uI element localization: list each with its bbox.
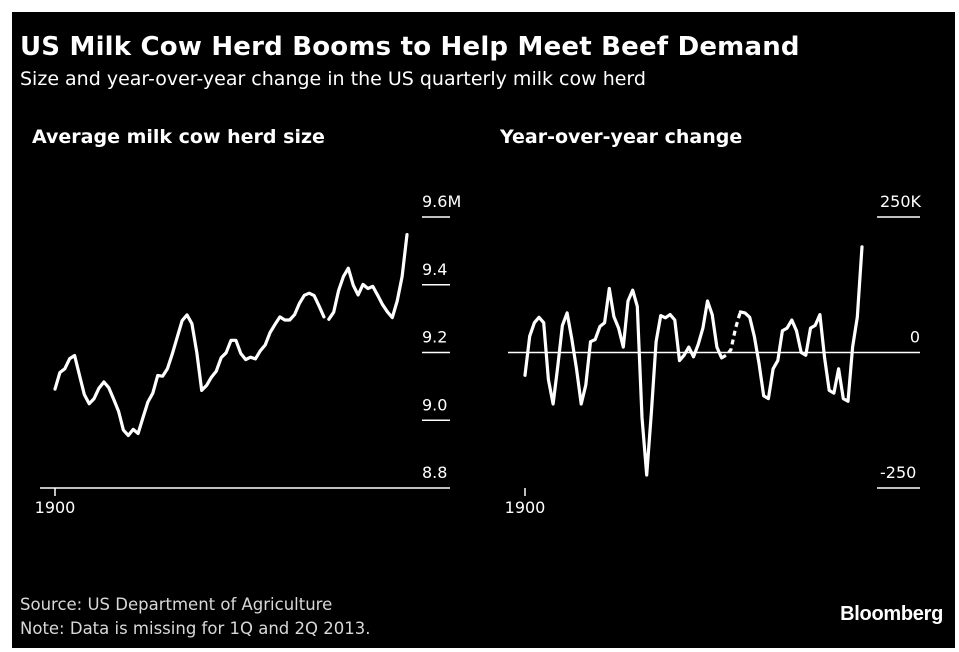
y-tick-label: 9.4 <box>422 260 447 279</box>
chart-title: US Milk Cow Herd Booms to Help Meet Beef… <box>20 32 800 62</box>
yoy-series-dashed-segment <box>720 311 742 360</box>
y-tick-label: 9.2 <box>422 328 447 347</box>
yoy-series-line <box>523 286 724 477</box>
herd-size-series-line <box>327 233 409 321</box>
x-tick-label: 1900 <box>505 498 546 517</box>
y-tick-label: 9.0 <box>422 395 447 414</box>
right-panel-title: Year-over-year change <box>500 126 743 148</box>
y-tick-label: 0 <box>910 328 920 347</box>
bloomberg-logo: Bloomberg <box>840 603 943 625</box>
y-tick-label: -250 <box>880 463 916 482</box>
note-text: Note: Data is missing for 1Q and 2Q 2013… <box>20 619 371 638</box>
source-text: Source: US Department of Agriculture <box>20 595 333 614</box>
y-tick-label: 250K <box>880 192 922 211</box>
y-tick-label: 9.6M <box>422 192 461 211</box>
herd-size-chart: 9.6M 9.4 9.2 9.0 8.8 1900 <box>35 192 462 517</box>
x-tick-label: 1900 <box>35 498 76 517</box>
yoy-series-line <box>738 245 864 403</box>
yoy-change-chart: 250K 0 -250 1900 <box>505 192 922 517</box>
chart-subtitle: Size and year-over-year change in the US… <box>20 68 646 90</box>
y-tick-label: 8.8 <box>422 463 447 482</box>
left-panel-title: Average milk cow herd size <box>32 126 325 148</box>
herd-size-series-line <box>53 291 326 438</box>
